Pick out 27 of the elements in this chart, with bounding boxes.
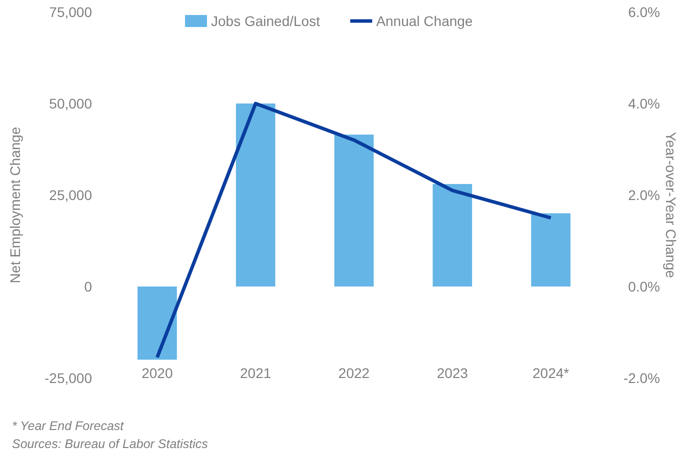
bar bbox=[531, 213, 570, 286]
bar bbox=[432, 184, 472, 286]
y2-tick-label: 2.0% bbox=[628, 187, 660, 203]
bar bbox=[236, 104, 276, 286]
legend-label: Annual Change bbox=[376, 13, 473, 29]
text: * Year End Forecast bbox=[12, 419, 124, 433]
x-tick-label: 2023 bbox=[436, 365, 468, 381]
y2-axis-title: Year-over-Year Change bbox=[663, 132, 678, 278]
x-tick-label: 2020 bbox=[142, 365, 173, 381]
y2-tick-label: 4.0% bbox=[628, 96, 660, 112]
y-tick-label: 75,000 bbox=[49, 4, 92, 20]
bar bbox=[138, 286, 177, 360]
y-tick-label: -25,000 bbox=[44, 370, 92, 386]
y-tick-label: 25,000 bbox=[49, 187, 92, 203]
legend-label: Jobs Gained/Lost bbox=[211, 13, 320, 29]
bar bbox=[334, 134, 374, 286]
source-note: Sources: Bureau of Labor Statistics bbox=[12, 437, 208, 451]
x-tick-label: 2022 bbox=[338, 365, 370, 381]
y2-tick-label: 0.0% bbox=[628, 278, 660, 294]
y2-tick-label: -2.0% bbox=[623, 370, 660, 386]
y-tick-label: 0 bbox=[84, 278, 92, 294]
y-tick-label: 50,000 bbox=[49, 96, 92, 112]
y-axis-title: Net Employment Change bbox=[7, 126, 23, 284]
line-series bbox=[155, 102, 553, 360]
x-tick-label: 2024* bbox=[532, 365, 570, 381]
y2-tick-label: 6.0% bbox=[628, 4, 660, 20]
x-tick-label: 2021 bbox=[240, 365, 272, 381]
